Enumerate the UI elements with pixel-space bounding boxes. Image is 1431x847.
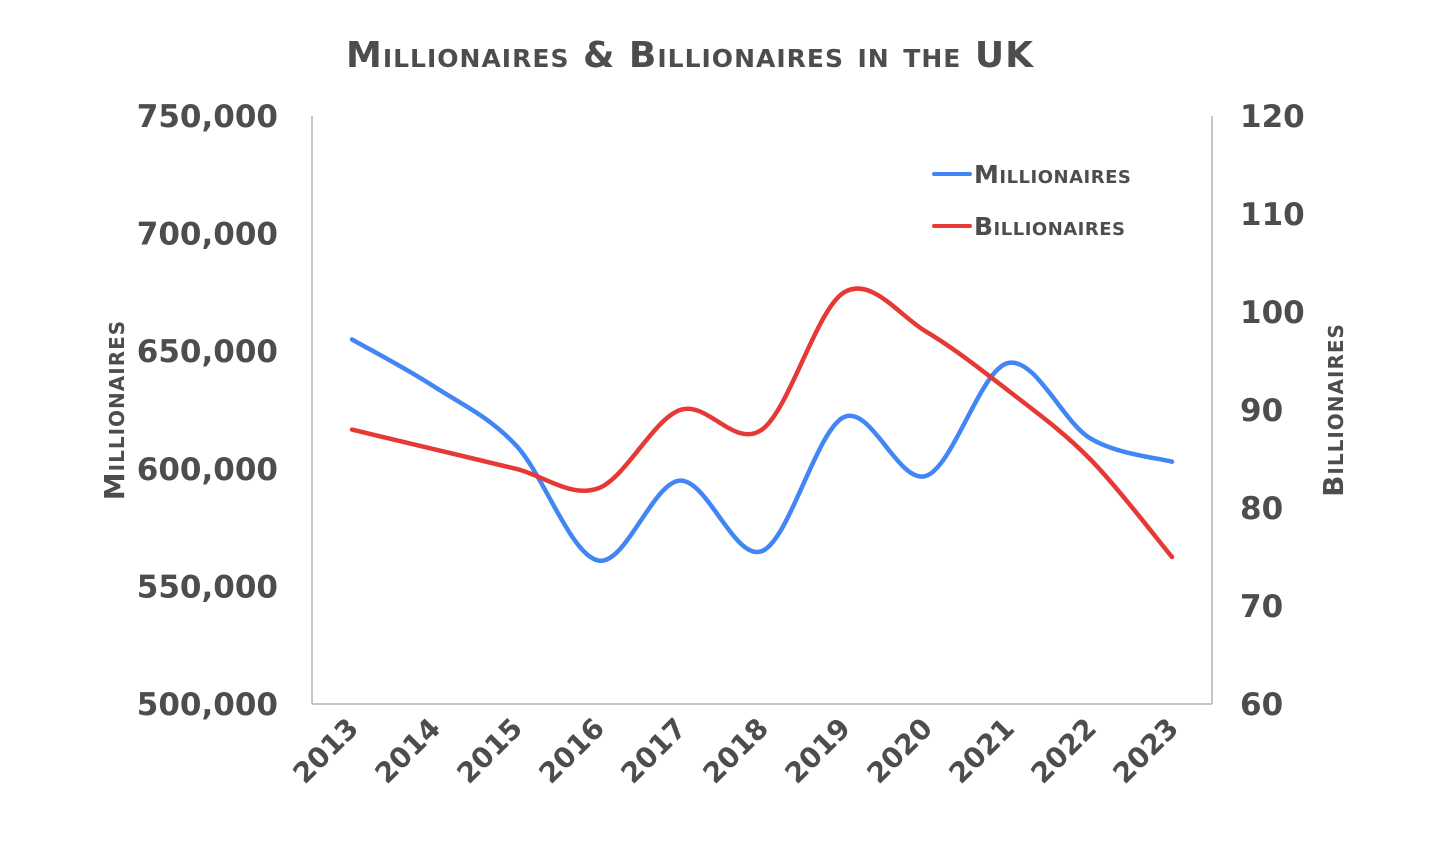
left-tick-label: 500,000	[137, 687, 278, 723]
legend-label-billionaires: Billionaires	[974, 212, 1126, 241]
left-tick-label: 750,000	[137, 99, 278, 135]
right-tick-label: 80	[1240, 491, 1283, 527]
right-axis-title: Billionaires	[1317, 323, 1350, 497]
left-axis-title: Millionaires	[98, 320, 131, 500]
right-axis-ticks: 60 70 80 90 100 110 120	[1240, 99, 1305, 723]
series-line-millionaires	[349, 337, 1175, 563]
left-tick-label: 550,000	[137, 569, 278, 605]
legend: Millionaires Billionaires	[932, 160, 1131, 241]
right-tick-label: 90	[1240, 393, 1283, 429]
left-tick-label: 650,000	[137, 334, 278, 370]
right-tick-label: 120	[1240, 99, 1305, 135]
right-tick-label: 70	[1240, 589, 1283, 625]
right-tick-label: 100	[1240, 295, 1305, 331]
left-tick-label: 700,000	[137, 217, 278, 253]
series-lines	[349, 286, 1175, 563]
legend-label-millionaires: Millionaires	[974, 160, 1131, 189]
series-line-billionaires	[349, 286, 1175, 560]
right-tick-label: 110	[1240, 197, 1305, 233]
left-axis-ticks: 500,000 550,000 600,000 650,000 700,000 750,0…	[137, 99, 278, 723]
chart-title: Millionaires & Billionaires in the UK	[346, 35, 1034, 76]
left-tick-label: 600,000	[137, 452, 278, 488]
right-tick-label: 60	[1240, 687, 1283, 723]
